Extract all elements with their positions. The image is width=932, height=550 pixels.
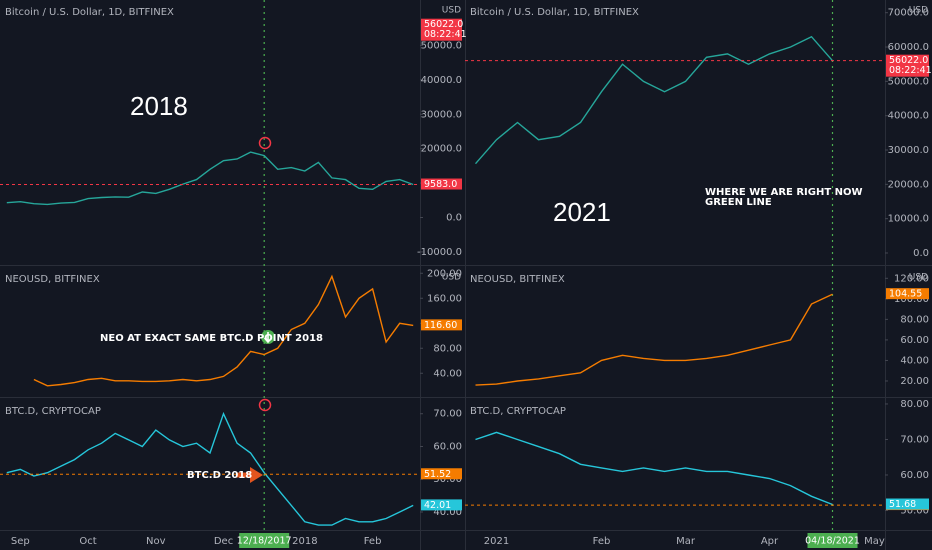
time-cursor-label-box	[807, 533, 858, 548]
annotation: GREEN LINE	[705, 197, 772, 208]
price-line	[475, 431, 833, 506]
price-line	[474, 35, 834, 165]
x-tick-label: 12/18/2017	[237, 536, 292, 547]
y-tick-label: 30000.0	[888, 145, 929, 156]
pane-title: Bitcoin / U.S. Dollar, 1D, BITFINEX	[5, 7, 174, 18]
y-tick-label: 40.00	[433, 507, 462, 518]
y-tick-label: 70.00	[900, 434, 929, 445]
price-label-time: 08:22:41	[889, 65, 932, 76]
price-label: 51.52	[424, 469, 451, 480]
y-tick-label: 80.00	[433, 343, 462, 354]
y-tick-label: 30000.0	[421, 109, 462, 120]
price-label: 9583.0	[424, 179, 457, 190]
price-label-box	[421, 18, 462, 41]
y-tick-label: 60000.0	[888, 42, 929, 53]
price-label-box	[886, 288, 929, 300]
y-tick-label: 100.00	[894, 294, 929, 305]
x-tick-label: Nov	[146, 536, 166, 547]
y-tick-label: 50000.0	[888, 76, 929, 87]
axis-unit: USD	[909, 6, 928, 16]
green-arrow-glyph	[263, 332, 273, 344]
x-tick-label: Oct	[79, 536, 96, 547]
red-marker	[258, 136, 272, 150]
price-line	[475, 293, 833, 386]
y-tick-label: 10000.0	[888, 214, 929, 225]
y-tick-label: 20.00	[900, 376, 929, 387]
time-cursor-label-box	[239, 533, 290, 548]
y-tick-label: 20000.0	[421, 144, 462, 155]
y-tick-label: 60.00	[433, 441, 462, 452]
y-tick-label: 200.00	[427, 268, 462, 279]
price-label-box	[421, 499, 462, 511]
x-tick-label: Apr	[761, 536, 779, 547]
price-label-box	[886, 498, 929, 510]
x-tick-label: 04/18/2021	[805, 536, 860, 547]
axis-unit: USD	[442, 273, 461, 283]
y-tick-label: 70000.0	[888, 8, 929, 19]
annotation: NEO AT EXACT SAME BTC.D POINT 2018	[100, 333, 323, 344]
annotation: BTC.D 2018	[187, 470, 252, 481]
price-label: 116.60	[424, 320, 457, 331]
pane-title: NEOUSD, BITFINEX	[470, 274, 565, 285]
orange-arrow-head	[250, 467, 263, 483]
y-tick-label: 80.00	[900, 314, 929, 325]
pane-title: BTC.D, CRYPTOCAP	[5, 406, 101, 417]
price-label-box	[421, 319, 462, 331]
price-label-box	[421, 468, 462, 480]
y-tick-label: 50.00	[433, 474, 462, 485]
y-tick-label: 160.00	[427, 293, 462, 304]
y-tick-label: 80.00	[900, 399, 929, 410]
price-label-box	[886, 54, 929, 77]
pane-title: BTC.D, CRYPTOCAP	[470, 406, 566, 417]
y-tick-label: 40000.0	[421, 75, 462, 86]
x-tick-label: Feb	[364, 536, 382, 547]
y-tick-label: 20000.0	[888, 179, 929, 190]
y-tick-label: 40.00	[900, 355, 929, 366]
y-tick-label: 120.00	[894, 273, 929, 284]
x-tick-label: 2021	[484, 536, 509, 547]
price-line	[6, 411, 414, 526]
pane-title: NEOUSD, BITFINEX	[5, 274, 100, 285]
x-tick-label: Dec	[214, 536, 233, 547]
y-tick-label: 40000.0	[888, 111, 929, 122]
price-line	[6, 151, 414, 206]
axis-unit: USD	[909, 273, 928, 283]
y-tick-label: 0.0	[913, 248, 929, 259]
y-tick-label: 60.00	[900, 335, 929, 346]
x-tick-label: Feb	[593, 536, 611, 547]
price-label: 56022.0	[889, 55, 928, 66]
annotation-year: 2018	[130, 91, 188, 121]
x-tick-label: Sep	[11, 536, 30, 547]
price-label-box	[421, 178, 462, 190]
red-marker	[258, 398, 272, 412]
x-tick-label: Mar	[676, 536, 696, 547]
pane-title: Bitcoin / U.S. Dollar, 1D, BITFINEX	[470, 7, 639, 18]
price-line	[33, 274, 414, 387]
y-tick-label: 40.00	[433, 368, 462, 379]
price-label-time: 08:22:41	[424, 29, 467, 40]
decorations	[236, 136, 275, 483]
x-tick-label: May	[864, 536, 885, 547]
price-label: 42.01	[424, 500, 451, 511]
price-label: 51.68	[889, 499, 916, 510]
price-label: 104.55	[889, 289, 922, 300]
y-tick-label: 70.00	[433, 409, 462, 420]
y-tick-label: 50.00	[900, 505, 929, 516]
axis-unit: USD	[442, 6, 461, 16]
price-label: 56022.0	[424, 19, 463, 30]
y-tick-label: 60.00	[900, 470, 929, 481]
x-tick-label: 2018	[292, 536, 317, 547]
annotation-year: 2021	[553, 197, 611, 227]
annotation: WHERE WE ARE RIGHT NOW	[705, 187, 863, 198]
y-tick-label: 0.0	[446, 213, 462, 224]
y-tick-label: 50000.0	[421, 40, 462, 51]
y-tick-label: -10000.0	[417, 247, 462, 258]
